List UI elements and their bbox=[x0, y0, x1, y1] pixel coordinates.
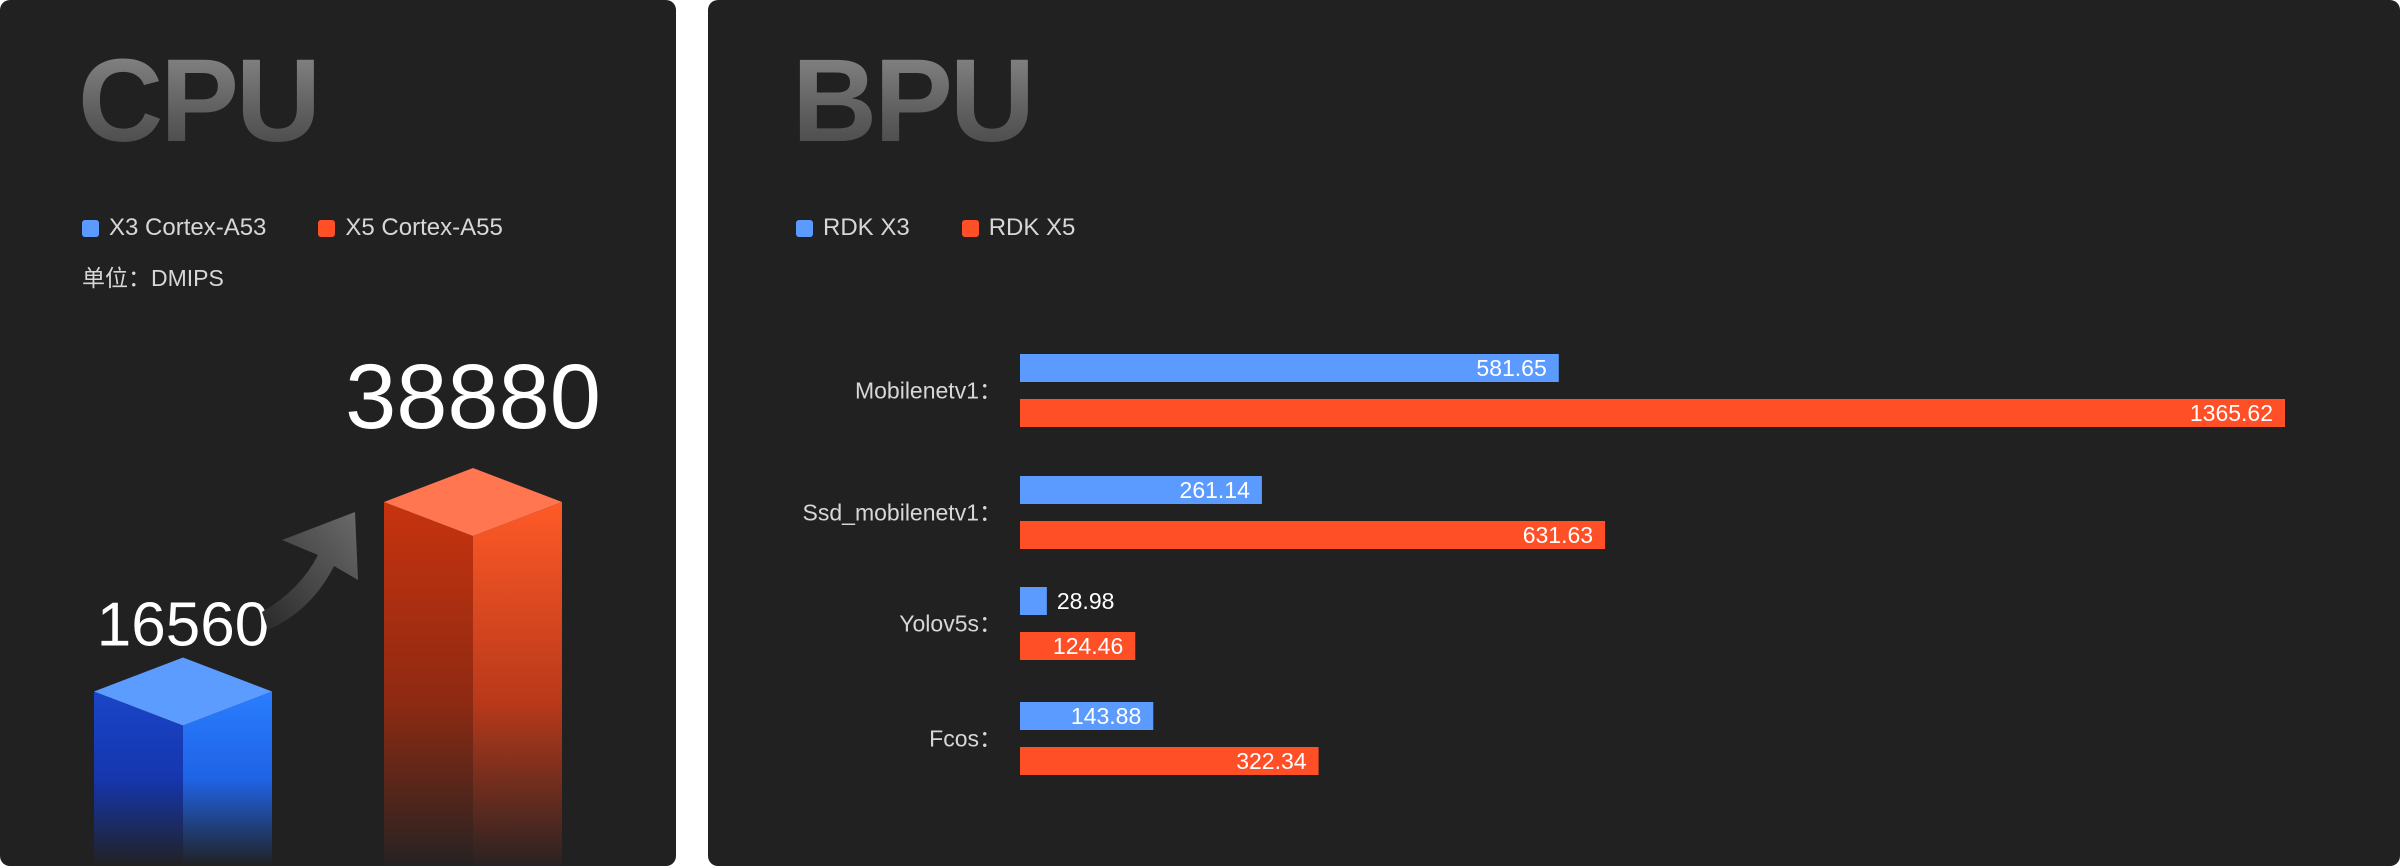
bpu-category-label: Mobilenetv1： bbox=[855, 378, 1002, 404]
legend-item-x5: X5 Cortex-A55 bbox=[318, 214, 503, 241]
cpu-unit-label: 单位：DMIPS bbox=[82, 265, 224, 291]
bpu-bar-rdk-x3 bbox=[1020, 702, 1154, 730]
legend-label-rdk-x5: RDK X5 bbox=[988, 214, 1076, 241]
legend-item-rdk-x3: RDK X3 bbox=[796, 216, 910, 240]
cpu-bar-x3-top-face bbox=[94, 657, 272, 726]
bpu-value-label-rdk-x5: 631.63 bbox=[1523, 522, 1593, 548]
legend-label-x5: X5 Cortex-A55 bbox=[345, 214, 503, 241]
bpu-bar-rdk-x5 bbox=[1020, 747, 1319, 775]
legend-swatch-rdk-x5 bbox=[961, 219, 979, 237]
legend-label-x3: X3 Cortex-A53 bbox=[109, 214, 267, 241]
legend-label-rdk-x3: RDK X3 bbox=[823, 214, 910, 241]
bpu-bar-rdk-x5 bbox=[1020, 632, 1136, 660]
bpu-bar-rdk-x3 bbox=[1020, 587, 1047, 615]
legend-swatch-rdk-x3 bbox=[796, 219, 813, 237]
cpu-value-label-x3: 16560 bbox=[97, 590, 269, 659]
cpu-bar-x3-left-face bbox=[94, 691, 183, 866]
bpu-bar-rdk-x3 bbox=[1020, 476, 1262, 504]
bpu-legend: RDK X3 RDK X5 bbox=[796, 216, 1127, 240]
cpu-chart: 16560 38880 bbox=[94, 346, 601, 866]
cpu-panel: CPU X3 Cortex-A53 X5 Cortex-A55 单位：DMIPS bbox=[0, 0, 676, 866]
legend-swatch-x3 bbox=[82, 219, 99, 237]
cpu-title: CPU bbox=[78, 35, 321, 167]
legend-swatch-x5 bbox=[318, 219, 336, 237]
bpu-category-label: Ssd_mobilenetv1： bbox=[803, 500, 1002, 526]
growth-arrow-icon bbox=[262, 512, 358, 630]
cpu-bar-x5-right-face bbox=[473, 502, 562, 866]
bpu-value-label-rdk-x5: 124.46 bbox=[1053, 633, 1123, 659]
bpu-value-label-rdk-x5: 1365.62 bbox=[2190, 400, 2273, 426]
cpu-legend: X3 Cortex-A53 X5 Cortex-A55 bbox=[82, 216, 555, 240]
bpu-value-label-rdk-x3: 261.14 bbox=[1180, 477, 1251, 503]
cpu-bar-x3-right-face bbox=[183, 691, 272, 866]
bpu-bar-rdk-x5 bbox=[1020, 399, 2285, 427]
bpu-value-label-rdk-x3: 581.65 bbox=[1476, 355, 1546, 381]
bpu-category-label: Yolov5s： bbox=[899, 611, 1002, 637]
bpu-panel: BPU RDK X3 RDK X5 Mobilenetv1： 581.65 1365… bbox=[708, 0, 2400, 866]
bpu-bar-rdk-x3 bbox=[1020, 354, 1559, 382]
legend-item-x3: X3 Cortex-A53 bbox=[82, 216, 266, 240]
cpu-bar-x5-top-face bbox=[384, 468, 562, 536]
bpu-title: BPU bbox=[792, 35, 1035, 167]
bpu-value-label-rdk-x5: 322.34 bbox=[1236, 748, 1307, 774]
bpu-value-label-rdk-x3: 28.98 bbox=[1057, 588, 1115, 614]
bpu-value-label-rdk-x3: 143.88 bbox=[1071, 703, 1141, 729]
bpu-chart: Mobilenetv1： 581.65 1365.62 Ssd_mobilenetv1… bbox=[803, 354, 2285, 775]
legend-item-rdk-x5: RDK X5 bbox=[961, 214, 1076, 241]
cpu-value-label-x5: 38880 bbox=[345, 346, 601, 448]
bpu-bar-rdk-x5 bbox=[1020, 521, 1606, 549]
cpu-bar-x5-left-face bbox=[384, 502, 473, 866]
bpu-category-label: Fcos： bbox=[929, 726, 1002, 752]
